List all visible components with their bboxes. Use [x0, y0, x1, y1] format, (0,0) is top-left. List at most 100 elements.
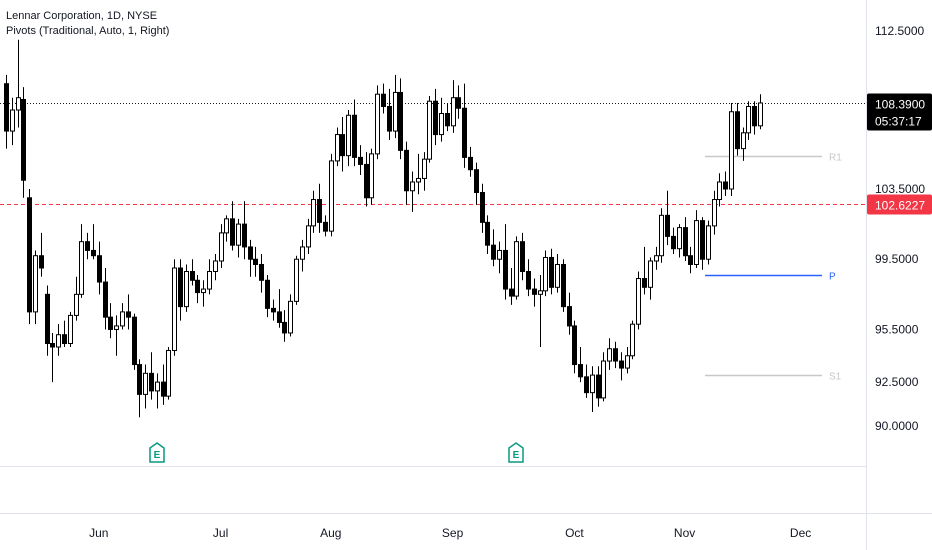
- candle-body[interactable]: [683, 227, 688, 257]
- candle-body[interactable]: [485, 221, 490, 246]
- candle-body[interactable]: [480, 192, 485, 223]
- candle-body[interactable]: [543, 256, 548, 292]
- candle-body[interactable]: [288, 300, 293, 334]
- candle-body[interactable]: [161, 381, 166, 397]
- candle-body[interactable]: [410, 181, 415, 192]
- candle-body[interactable]: [584, 376, 589, 394]
- candle-body[interactable]: [439, 113, 444, 136]
- candle-body[interactable]: [329, 160, 334, 232]
- candle-body[interactable]: [340, 134, 345, 157]
- earnings-marker[interactable]: [149, 442, 165, 463]
- candle-body[interactable]: [201, 288, 206, 294]
- candle-body[interactable]: [723, 181, 728, 190]
- candle-body[interactable]: [572, 325, 577, 366]
- candle-body[interactable]: [741, 132, 746, 150]
- candle-body[interactable]: [346, 114, 351, 157]
- candle-body[interactable]: [39, 255, 44, 269]
- candle-body[interactable]: [213, 260, 218, 273]
- candle-body[interactable]: [358, 156, 363, 165]
- candle-body[interactable]: [27, 197, 32, 313]
- candle-body[interactable]: [509, 288, 514, 297]
- candle-body[interactable]: [706, 225, 711, 260]
- candle-body[interactable]: [427, 100, 432, 160]
- candle-body[interactable]: [503, 249, 508, 290]
- candle-body[interactable]: [561, 263, 566, 308]
- candle-body[interactable]: [21, 98, 26, 181]
- candle-body[interactable]: [456, 97, 461, 109]
- candle-body[interactable]: [108, 316, 113, 330]
- candle-body[interactable]: [451, 97, 456, 127]
- candle-body[interactable]: [137, 364, 142, 395]
- candle-body[interactable]: [207, 271, 212, 290]
- candle-body[interactable]: [381, 93, 386, 107]
- candle-body[interactable]: [56, 334, 61, 348]
- candle-body[interactable]: [567, 306, 572, 327]
- candle-body[interactable]: [190, 271, 195, 281]
- candle-body[interactable]: [277, 311, 282, 323]
- candle-body[interactable]: [648, 260, 653, 288]
- candle-body[interactable]: [387, 105, 392, 132]
- candle-body[interactable]: [613, 348, 618, 362]
- candle-body[interactable]: [300, 246, 305, 260]
- candle-body[interactable]: [306, 225, 311, 248]
- candle-body[interactable]: [422, 158, 427, 179]
- candle-body[interactable]: [195, 279, 200, 294]
- candle-body[interactable]: [619, 360, 624, 369]
- candle-body[interactable]: [323, 221, 328, 232]
- candle-body[interactable]: [746, 105, 751, 134]
- candle-body[interactable]: [120, 311, 125, 327]
- candle-body[interactable]: [404, 149, 409, 192]
- candle-body[interactable]: [369, 153, 374, 199]
- candle-body[interactable]: [271, 307, 276, 313]
- candle-body[interactable]: [294, 258, 299, 302]
- candle-body[interactable]: [398, 91, 403, 151]
- candle-body[interactable]: [224, 218, 229, 234]
- candle-body[interactable]: [352, 114, 357, 158]
- candle-body[interactable]: [50, 342, 55, 348]
- candle-body[interactable]: [497, 249, 502, 260]
- candle-body[interactable]: [694, 220, 699, 265]
- candle-body[interactable]: [636, 278, 641, 325]
- earnings-marker[interactable]: [508, 442, 524, 463]
- candle-body[interactable]: [79, 241, 84, 295]
- candle-body[interactable]: [596, 374, 601, 399]
- candle-body[interactable]: [625, 355, 630, 369]
- candle-body[interactable]: [700, 220, 705, 260]
- candle-body[interactable]: [526, 271, 531, 290]
- candle-body[interactable]: [143, 372, 148, 395]
- candle-body[interactable]: [729, 111, 734, 190]
- candle-body[interactable]: [62, 334, 67, 344]
- candle-body[interactable]: [468, 156, 473, 171]
- candle-body[interactable]: [758, 102, 763, 127]
- candle-body[interactable]: [230, 218, 235, 246]
- candle-body[interactable]: [433, 100, 438, 136]
- candle-body[interactable]: [491, 244, 496, 260]
- candle-body[interactable]: [712, 199, 717, 227]
- candle-body[interactable]: [445, 113, 450, 127]
- candle-body[interactable]: [393, 91, 398, 132]
- candle-body[interactable]: [68, 314, 73, 344]
- candle-body[interactable]: [549, 256, 554, 288]
- candle-body[interactable]: [114, 325, 119, 330]
- candle-body[interactable]: [178, 267, 183, 308]
- candle-body[interactable]: [166, 350, 171, 397]
- candle-body[interactable]: [364, 163, 369, 199]
- candle-body[interactable]: [242, 223, 247, 248]
- candle-body[interactable]: [659, 214, 664, 257]
- candle-body[interactable]: [375, 93, 380, 155]
- candle-body[interactable]: [462, 107, 467, 158]
- candle-body[interactable]: [607, 348, 612, 362]
- candle-body[interactable]: [91, 249, 96, 257]
- candle-body[interactable]: [282, 321, 287, 334]
- candle-body[interactable]: [172, 267, 177, 352]
- candle-body[interactable]: [317, 199, 322, 223]
- candle-body[interactable]: [248, 246, 253, 260]
- candle-body[interactable]: [97, 255, 102, 283]
- candle-body[interactable]: [265, 279, 270, 309]
- candle-body[interactable]: [514, 241, 519, 297]
- candle-body[interactable]: [630, 323, 635, 357]
- candle-body[interactable]: [520, 241, 525, 273]
- candle-body[interactable]: [184, 271, 189, 308]
- candle-body[interactable]: [555, 263, 560, 288]
